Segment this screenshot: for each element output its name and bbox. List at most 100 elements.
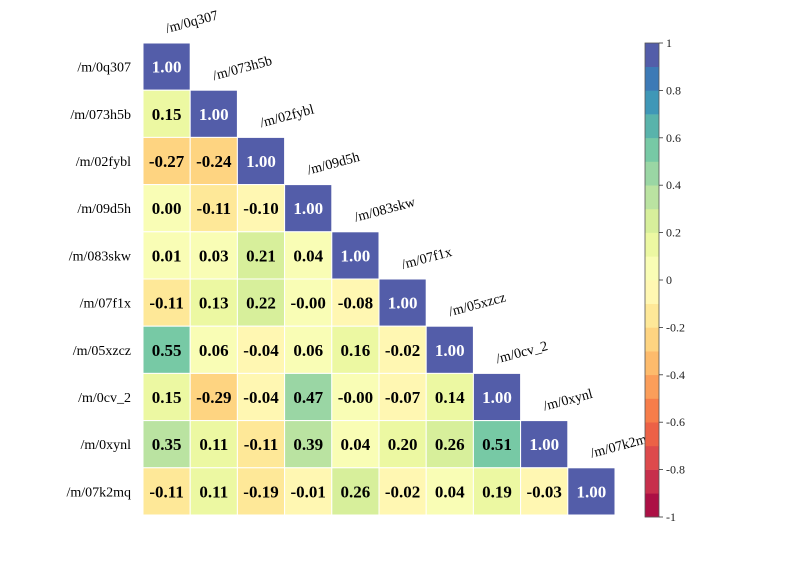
heatmap-cell [425,420,474,469]
cell-value-label: 0.15 [152,388,182,407]
cell-value-label: -0.07 [385,388,421,407]
colorbar-segment [645,445,659,470]
cell-value-label: -0.02 [385,482,420,501]
column-label: /m/02fybl [259,102,316,131]
cell-value-label: 0.20 [388,435,418,454]
heatmap-cell [236,372,286,422]
heatmap-cell [284,184,333,233]
cell-value-label: 0.13 [199,294,229,313]
heatmap-cell [378,420,427,469]
colorbar-tick-label: -0.2 [666,320,685,334]
row-label: /m/073h5b [70,108,131,123]
heatmap-cell [284,231,333,280]
heatmap-cell [520,467,569,516]
heatmap-cell [567,467,616,516]
heatmap-cell [189,278,238,327]
cell-value-label: -0.04 [243,388,279,407]
column-label: /m/0q307 [164,8,220,36]
cell-value-label: 1.00 [388,294,418,313]
row-label: /m/05xzcz [73,344,131,359]
row-label: /m/0q307 [77,61,131,76]
row-labels: /m/0q307/m/073h5b/m/02fybl/m/09d5h/m/083… [66,61,131,501]
heatmap-cell [142,372,191,422]
cell-value-label: 1.00 [435,341,465,360]
heatmap-cells: 1.00 0.15 1.00 -0.27 -0.24 1.00 0.00 -0.11 -0.10… [142,42,616,516]
cell-value-label: 0.26 [435,435,465,454]
row-label: /m/0xynl [80,438,131,453]
column-label: /m/07f1x [400,245,453,273]
colorbar-tick-label: 0.6 [666,131,681,145]
heatmap-cell [425,325,474,374]
colorbar-segment [645,469,659,494]
cell-value-label: 0.39 [293,435,323,454]
cell-value-label: 0.04 [293,246,323,265]
heatmap-cell [189,467,238,516]
colorbar-tick-label: -0.6 [666,415,685,429]
cell-value-label: 0.11 [199,435,228,454]
heatmap-cell [142,325,191,374]
column-label: /m/0xynl [542,387,595,415]
cell-value-label: -0.11 [197,199,231,218]
cell-value-label: 0.01 [152,246,182,265]
cell-value-label: 0.03 [199,246,229,265]
cell-value-label: 0.55 [152,341,182,360]
colorbar-segment [645,90,659,115]
colorbar-segment [645,114,659,139]
cell-value-label: 0.14 [435,388,465,407]
colorbar-segment [645,398,659,423]
colorbar-segment [645,280,659,304]
cell-value-label: -0.04 [243,341,279,360]
column-label: /m/09d5h [306,150,362,178]
cell-value-label: -0.24 [196,152,232,171]
cell-value-label: -0.27 [149,152,185,171]
cell-value-label: 1.00 [199,105,229,124]
cell-value-label: 0.47 [293,388,323,407]
cell-value-label: -0.11 [149,482,183,501]
cell-value-label: 0.22 [246,294,276,313]
cell-value-label: 0.06 [293,341,323,360]
cell-value-label: -0.11 [149,294,183,313]
colorbar-segment [645,303,659,328]
row-label: /m/07f1x [80,297,131,312]
row-label: /m/09d5h [77,202,131,217]
colorbar-tick-label: 0.8 [666,83,681,97]
heatmap-cell [472,372,522,422]
cell-value-label: 0.04 [341,435,371,454]
heatmap-cell [236,467,286,516]
colorbar-tick-label: 0.2 [666,226,681,240]
heatmap-cell [142,278,191,327]
cell-value-label: 0.15 [152,105,182,124]
column-label: /m/073h5b [211,54,273,84]
heatmap-cell [142,467,191,516]
row-label: /m/02fybl [76,155,131,170]
heatmap-cell [236,420,286,469]
colorbar-segment [645,327,659,352]
colorbar-segment [645,232,659,257]
colorbar-tick-label: 0.4 [666,178,681,192]
heatmap-cell [520,420,569,469]
colorbar-segment [645,43,659,67]
heatmap-cell [142,89,191,138]
heatmap-cell [189,325,238,374]
cell-value-label: 1.00 [293,199,323,218]
cell-value-label: 0.19 [482,482,512,501]
cell-value-label: -0.00 [338,388,373,407]
cell-value-label: 1.00 [529,435,559,454]
cell-value-label: 0.51 [482,435,512,454]
cell-value-label: 1.00 [246,152,276,171]
row-label: /m/0cv_2 [78,391,131,406]
heatmap-cell [189,89,238,138]
colorbar-segment [645,351,659,376]
heatmap-cell [142,420,191,469]
heatmap-cell [236,136,286,186]
heatmap-cell [472,467,522,516]
cell-value-label: 0.16 [341,341,371,360]
colorbar: -1 -0.8 -0.6 -0.4 -0.2 0 0.2 0.4 0.6 0.8 1 [644,36,685,524]
row-label: /m/07k2mq [66,485,131,500]
colorbar-segment [645,66,659,91]
cell-value-label: 0.26 [341,482,371,501]
cell-value-label: -0.03 [526,482,561,501]
cell-value-label: 0.11 [199,482,228,501]
heatmap-cell [378,325,427,374]
